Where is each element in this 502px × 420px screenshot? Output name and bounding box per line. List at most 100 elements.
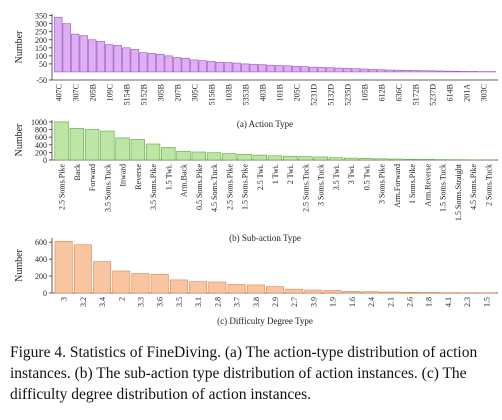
bar: [176, 150, 191, 161]
bar: [436, 70, 445, 73]
bar: [112, 270, 131, 294]
x-tick-label: 1.5 Soms.Tuck: [439, 164, 448, 212]
x-tick-label: 1 Twi.: [271, 164, 280, 184]
x-tick-label: 0.5 Twi.: [362, 164, 371, 190]
bar: [145, 143, 161, 161]
y-tick-label: 350: [35, 12, 47, 21]
bar: [377, 69, 386, 73]
x-tick-label: 1.5 Soms.Straight: [454, 163, 463, 221]
bar: [374, 158, 389, 161]
x-tick-label: 2.5 Twi.: [256, 164, 265, 190]
y-axis-title: Number: [14, 123, 25, 156]
bar: [131, 273, 150, 294]
y-tick-label: 600: [35, 238, 47, 247]
bar: [419, 70, 428, 73]
bar: [342, 291, 361, 294]
x-tick-label: 3.9: [309, 297, 318, 307]
x-tick-label: 5231D: [309, 84, 318, 106]
x-tick-label: 305C: [190, 84, 199, 101]
bar: [359, 158, 374, 161]
bar: [304, 289, 323, 294]
y-tick-label: 200: [35, 36, 47, 45]
bar: [79, 35, 88, 73]
x-tick-label: 5172B: [411, 84, 420, 105]
x-tick-label: 5235D: [343, 84, 352, 106]
x-tick-label: 3: [60, 297, 69, 301]
bar: [328, 157, 344, 161]
x-tick-label: 305B: [156, 84, 165, 101]
bar: [246, 284, 265, 294]
x-tick-label: 3.5: [175, 297, 184, 307]
x-tick-label: Arm.Reverse: [423, 164, 432, 207]
bar: [189, 281, 208, 294]
bar: [190, 59, 199, 73]
bar: [241, 63, 250, 73]
bar: [69, 128, 85, 161]
bar: [54, 16, 63, 73]
bar: [156, 53, 165, 73]
bar: [309, 66, 318, 73]
y-tick-label: 100: [35, 52, 47, 61]
x-tick-label: 307C: [71, 84, 80, 101]
y-tick-label: 400: [35, 141, 47, 150]
bar: [419, 292, 438, 294]
bar: [130, 139, 145, 161]
bar: [54, 241, 73, 294]
bar: [130, 49, 139, 73]
x-tick-label: 1.5: [482, 297, 491, 307]
x-tick-label: 612B: [377, 84, 386, 101]
x-tick-label: 3.5 Soms.Pike: [149, 164, 158, 210]
x-tick-label: 3 Soms.Tuck: [317, 164, 326, 206]
x-tick-label: Reverse: [134, 164, 143, 190]
y-axis-title: Number: [14, 248, 25, 281]
bar: [283, 65, 292, 73]
bar: [122, 47, 131, 73]
x-tick-label: 3.5 Twi.: [332, 164, 341, 190]
x-tick-label: 4.5 Soms.Pike: [469, 164, 478, 210]
bar: [334, 67, 343, 73]
x-tick-label: 105B: [360, 84, 369, 101]
bar: [351, 68, 360, 73]
bar: [292, 66, 301, 73]
y-tick-label: 250: [35, 28, 47, 37]
x-tick-label: 3.4: [98, 297, 107, 307]
subtitle: (b) Sub-action Type: [229, 233, 301, 243]
bar: [381, 291, 400, 294]
bar: [323, 290, 342, 294]
bar: [275, 65, 284, 73]
x-tick-label: 207B: [173, 84, 182, 101]
x-tick-label: 5237D: [428, 84, 437, 106]
y-tick-label: -50: [36, 76, 47, 85]
bar: [420, 159, 435, 161]
x-tick-label: 614B: [445, 84, 454, 101]
x-tick-label: 5353B: [241, 84, 250, 105]
x-tick-label: 2.7: [290, 297, 299, 307]
x-tick-label: Arm.Forward: [393, 164, 402, 208]
bar: [222, 153, 237, 161]
bar: [96, 41, 105, 73]
x-tick-label: 1.6: [348, 297, 357, 307]
bar: [385, 69, 394, 73]
x-tick-label: 3.5 Soms.Tuck: [103, 164, 112, 212]
bar: [73, 244, 92, 294]
x-tick-label: 2 Twi.: [286, 164, 295, 184]
bar: [360, 68, 369, 73]
x-tick-label: 0.5 Soms.Pike: [195, 164, 204, 210]
x-tick-label: 3 Twi.: [347, 164, 356, 184]
bar: [84, 129, 100, 161]
x-tick-label: 103B: [224, 84, 233, 101]
bar: [300, 66, 309, 73]
bar: [445, 70, 454, 73]
bar: [317, 67, 326, 73]
bar: [105, 44, 114, 73]
bar: [267, 155, 283, 161]
bar: [232, 62, 241, 73]
x-tick-label: 2.9: [271, 297, 280, 307]
bar: [139, 52, 148, 73]
bar: [227, 284, 246, 294]
bar: [266, 64, 275, 73]
x-tick-label: 3.2: [79, 297, 88, 307]
bar: [215, 61, 224, 73]
bar: [400, 292, 419, 294]
